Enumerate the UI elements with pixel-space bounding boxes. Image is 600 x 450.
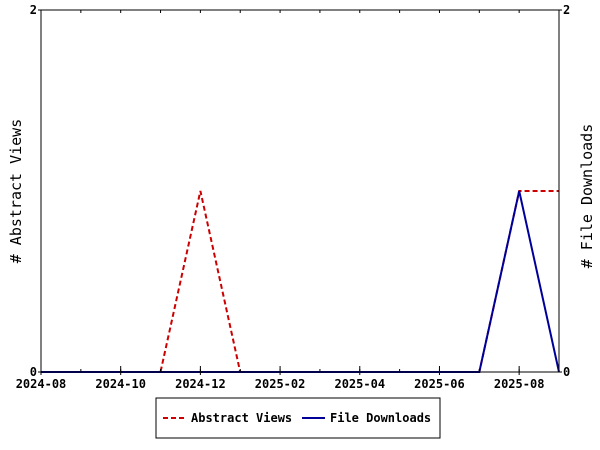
y-right-tick-label: 0	[563, 365, 570, 379]
x-tick-label: 2025-02	[255, 377, 306, 391]
legend-label-abstract-views: Abstract Views	[191, 411, 292, 425]
x-tick-label: 2024-10	[95, 377, 146, 391]
x-axis: 2024-08 2024-10 2024-12 2025-02 2025-04 2025-…	[16, 10, 560, 391]
x-tick-label: 2024-12	[175, 377, 226, 391]
y-axis-title-right: # File Downloads	[578, 124, 596, 269]
legend-label-file-downloads: File Downloads	[330, 411, 431, 425]
x-tick-label: 2025-06	[414, 377, 465, 391]
x-tick-label: 2025-04	[334, 377, 385, 391]
y-left-tick-label: 0	[30, 365, 37, 379]
y-right-tick-label: 2	[563, 3, 570, 17]
y-axis-title-left: # Abstract Views	[7, 119, 25, 264]
y-axes: 0 2 0 2	[30, 3, 570, 379]
legend: Abstract Views File Downloads	[155, 397, 441, 439]
x-tick-label: 2025-08	[494, 377, 545, 391]
x-tick-label: 2024-08	[16, 377, 67, 391]
y-left-tick-label: 2	[30, 3, 37, 17]
legend-box	[155, 397, 441, 439]
plot-frame	[40, 9, 560, 373]
